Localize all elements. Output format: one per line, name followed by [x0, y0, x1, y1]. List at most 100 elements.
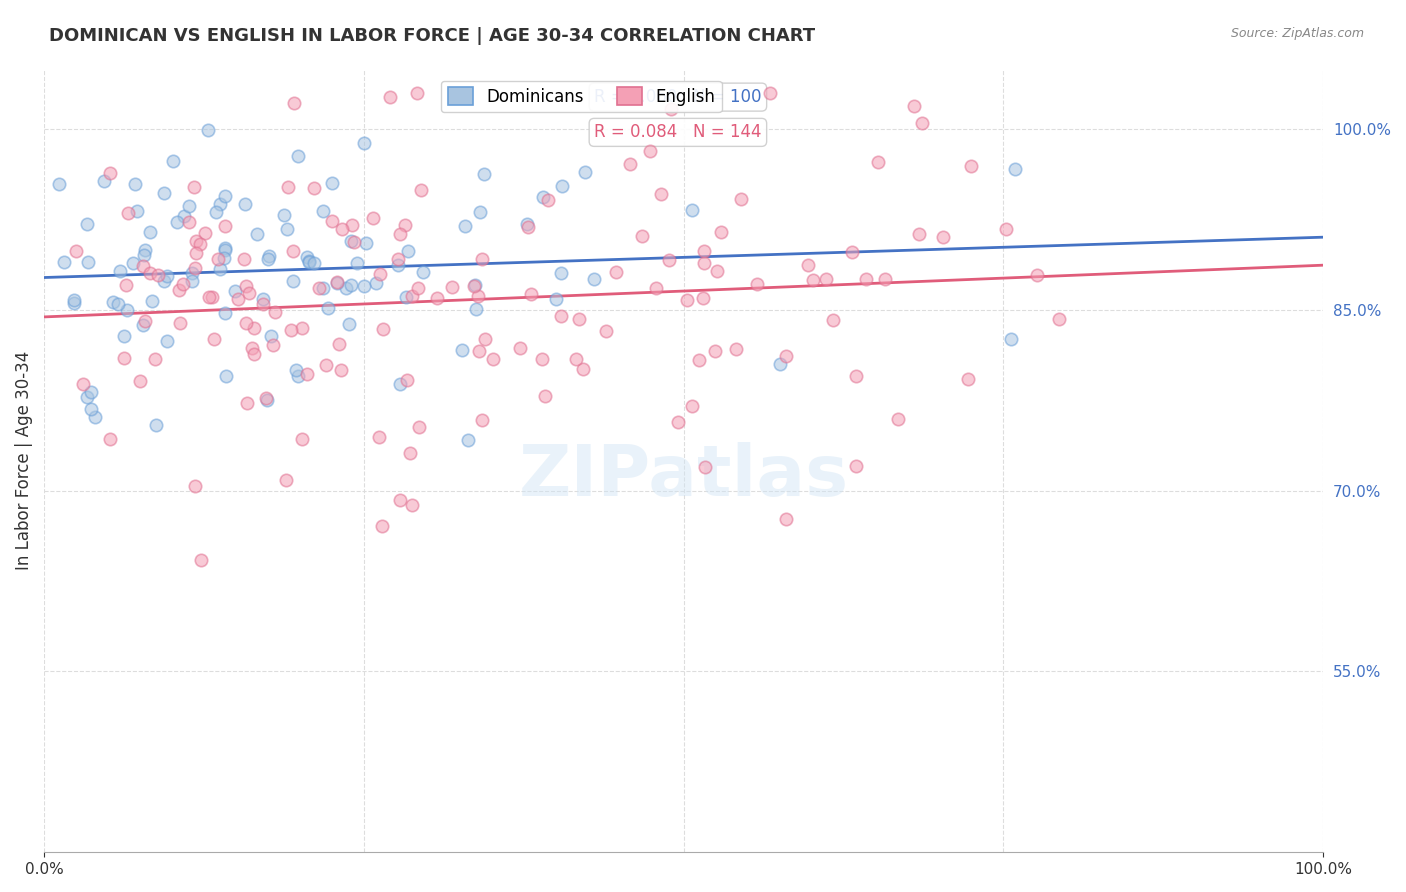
Dominicans [353, 279, 375, 293]
English [692, 291, 714, 305]
English [658, 252, 681, 267]
English [866, 155, 889, 169]
English [315, 358, 337, 372]
Dominicans [337, 317, 360, 331]
English [387, 252, 409, 267]
English [509, 341, 531, 355]
Dominicans [107, 297, 129, 311]
English [426, 291, 449, 305]
English [565, 352, 588, 367]
Dominicans [209, 197, 232, 211]
English [302, 181, 325, 195]
English [801, 273, 824, 287]
English [463, 279, 485, 293]
English [184, 245, 207, 260]
Dominicans [574, 165, 596, 179]
English [112, 351, 135, 366]
English [283, 244, 305, 258]
English [380, 90, 402, 104]
Dominicans [110, 263, 132, 277]
English [550, 309, 572, 323]
English [214, 219, 236, 233]
English [530, 351, 553, 366]
Dominicans [457, 433, 479, 447]
Dominicans [214, 305, 236, 319]
English [172, 277, 194, 291]
English [274, 473, 297, 487]
Dominicans [395, 290, 418, 304]
English [207, 252, 229, 266]
Dominicans [205, 205, 228, 219]
English [243, 347, 266, 361]
English [117, 206, 139, 220]
English [534, 389, 557, 403]
Dominicans [769, 357, 792, 371]
Dominicans [464, 277, 486, 292]
Dominicans [531, 190, 554, 204]
English [240, 341, 263, 355]
English [441, 280, 464, 294]
Dominicans [79, 401, 101, 416]
English [474, 332, 496, 346]
Dominicans [80, 385, 103, 400]
Y-axis label: In Labor Force | Age 30-34: In Labor Force | Age 30-34 [15, 351, 32, 570]
English [368, 430, 391, 444]
English [399, 446, 422, 460]
English [845, 458, 868, 473]
Dominicans [152, 274, 174, 288]
Dominicans [551, 179, 574, 194]
English [471, 413, 494, 427]
English [693, 460, 716, 475]
English [368, 267, 391, 281]
English [775, 349, 797, 363]
English [72, 376, 94, 391]
Dominicans [340, 234, 363, 248]
English [361, 211, 384, 225]
Dominicans [132, 247, 155, 261]
English [645, 281, 668, 295]
English [605, 265, 627, 279]
Dominicans [353, 136, 375, 150]
Dominicans [470, 205, 492, 219]
Dominicans [141, 294, 163, 309]
English [797, 258, 820, 272]
Dominicans [181, 274, 204, 288]
Dominicans [346, 256, 368, 270]
Dominicans [335, 281, 357, 295]
English [139, 266, 162, 280]
Dominicans [246, 227, 269, 241]
Dominicans [681, 203, 703, 218]
Dominicans [132, 318, 155, 333]
Dominicans [326, 276, 349, 290]
Dominicans [339, 277, 361, 292]
Dominicans [546, 292, 568, 306]
English [875, 271, 897, 285]
Dominicans [281, 274, 304, 288]
English [169, 316, 191, 330]
English [128, 375, 150, 389]
English [406, 86, 429, 100]
English [910, 116, 932, 130]
Dominicans [550, 266, 572, 280]
Dominicans [387, 258, 409, 272]
English [262, 338, 284, 352]
English [887, 412, 910, 426]
English [638, 144, 661, 158]
Dominicans [287, 149, 309, 163]
Dominicans [115, 303, 138, 318]
Dominicans [366, 277, 388, 291]
English [401, 289, 423, 303]
English [730, 193, 752, 207]
English [931, 230, 953, 244]
English [471, 252, 494, 266]
Dominicans [256, 392, 278, 407]
Dominicans [276, 221, 298, 235]
Dominicans [134, 243, 156, 257]
Dominicans [389, 377, 412, 392]
Dominicans [257, 252, 280, 267]
English [388, 492, 411, 507]
English [238, 285, 260, 300]
Dominicans [454, 219, 477, 233]
English [134, 314, 156, 328]
Dominicans [472, 168, 495, 182]
